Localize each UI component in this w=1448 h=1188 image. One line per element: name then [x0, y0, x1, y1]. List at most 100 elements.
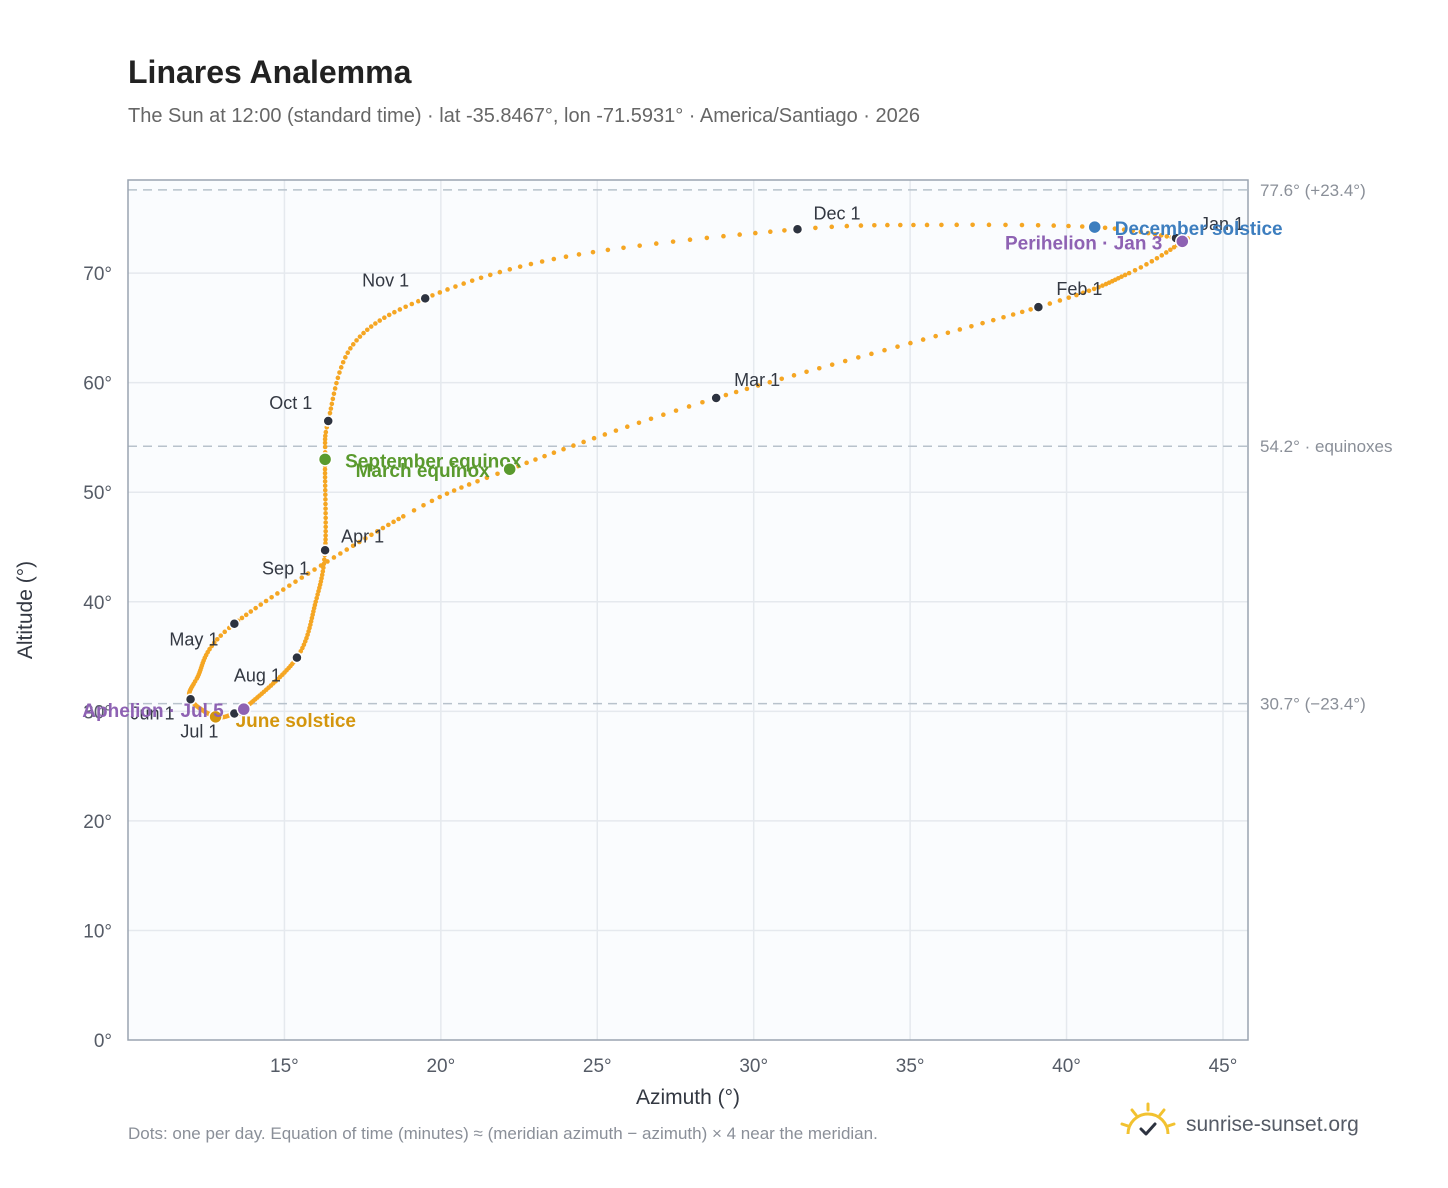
- daily-sun-position: [1168, 247, 1173, 253]
- month-label: Dec 1: [813, 203, 860, 223]
- event-marker: [317, 452, 333, 467]
- daily-sun-position: [478, 275, 484, 281]
- daily-sun-position: [314, 595, 319, 601]
- daily-sun-position: [495, 471, 500, 477]
- month-marker: [710, 392, 722, 404]
- daily-sun-position: [1057, 298, 1063, 303]
- daily-sun-position: [322, 474, 328, 480]
- daily-sun-position: [323, 511, 328, 516]
- daily-sun-position: [323, 537, 328, 542]
- event-label: June solstice: [236, 711, 356, 732]
- daily-sun-position: [340, 359, 346, 365]
- daily-sun-position: [986, 222, 992, 228]
- daily-sun-position: [813, 225, 818, 231]
- daily-sun-position: [1066, 223, 1071, 229]
- month-label: Mar 1: [734, 370, 780, 390]
- daily-sun-position: [911, 222, 916, 228]
- daily-sun-position: [767, 379, 773, 385]
- daily-sun-position: [869, 351, 874, 357]
- daily-sun-position: [322, 437, 328, 442]
- reference-line-label: 54.2° · equinoxes: [1260, 437, 1393, 456]
- daily-sun-position: [945, 330, 951, 336]
- daily-sun-position: [323, 533, 328, 538]
- daily-sun-position: [571, 443, 576, 448]
- daily-sun-position: [939, 222, 944, 228]
- daily-sun-position: [323, 497, 328, 502]
- daily-sun-position: [1152, 231, 1158, 237]
- daily-sun-position: [327, 410, 333, 416]
- daily-sun-position: [445, 287, 450, 292]
- daily-sun-position: [322, 483, 328, 489]
- daily-sun-position: [686, 404, 692, 409]
- daily-sun-position: [648, 416, 654, 422]
- y-tick-label: 50°: [83, 483, 112, 504]
- daily-sun-position: [338, 551, 343, 556]
- daily-sun-position: [621, 245, 626, 251]
- daily-sun-position: [744, 386, 750, 392]
- daily-sun-position: [1145, 230, 1151, 236]
- plot-area: [128, 180, 1248, 1040]
- daily-sun-position: [357, 539, 362, 545]
- daily-sun-position: [591, 435, 597, 441]
- daily-sun-position: [1122, 272, 1128, 278]
- daily-sun-position: [343, 355, 348, 360]
- daily-sun-position: [451, 488, 457, 493]
- daily-sun-position: [804, 369, 809, 375]
- daily-sun-position: [322, 557, 327, 562]
- daily-sun-position: [1003, 222, 1008, 228]
- event-marker: [1175, 234, 1190, 249]
- daily-sun-position: [624, 424, 630, 430]
- daily-sun-position: [551, 256, 557, 262]
- x-tick-label: 30°: [739, 1056, 768, 1077]
- y-tick-label: 70°: [83, 264, 112, 285]
- daily-sun-position: [403, 304, 408, 310]
- daily-sun-position: [305, 571, 311, 576]
- daily-sun-position: [954, 222, 959, 228]
- daily-sun-position: [1132, 268, 1138, 273]
- daily-sun-position: [212, 640, 217, 646]
- daily-sun-position: [258, 602, 264, 607]
- daily-sun-position: [1158, 233, 1164, 238]
- month-label: Feb 1: [1056, 279, 1102, 299]
- daily-sun-position: [466, 482, 472, 487]
- daily-sun-position: [990, 317, 996, 323]
- daily-sun-position: [539, 259, 545, 264]
- daily-sun-position: [1102, 225, 1108, 231]
- daily-sun-position: [1100, 283, 1105, 288]
- daily-sun-position: [293, 579, 298, 584]
- event-marker: [236, 701, 252, 717]
- daily-sun-position: [323, 528, 328, 534]
- daily-sun-position: [1138, 229, 1144, 235]
- daily-sun-position: [561, 446, 566, 452]
- event-label: September equinox: [345, 451, 522, 472]
- daily-sun-position: [475, 478, 480, 484]
- daily-sun-position: [1047, 301, 1053, 306]
- brand[interactable]: sunrise-sunset.org: [1120, 1100, 1359, 1150]
- daily-sun-position: [461, 281, 466, 286]
- daily-sun-position: [497, 269, 503, 275]
- y-tick-label: 0°: [94, 1031, 112, 1052]
- daily-sun-position: [700, 399, 705, 405]
- x-tick-label: 15°: [270, 1056, 299, 1077]
- daily-sun-position: [1130, 228, 1136, 234]
- daily-sun-position: [1086, 288, 1092, 294]
- month-label: Oct 1: [269, 393, 312, 413]
- daily-sun-position: [653, 241, 659, 246]
- daily-sun-position: [661, 412, 666, 418]
- daily-sun-position: [214, 636, 220, 642]
- daily-sun-position: [524, 460, 529, 466]
- daily-sun-position: [898, 222, 903, 228]
- x-tick-label: 35°: [896, 1056, 925, 1077]
- daily-sun-position: [331, 391, 337, 397]
- daily-sun-position: [430, 293, 435, 298]
- y-tick-label: 60°: [83, 374, 112, 395]
- daily-sun-position: [239, 615, 245, 621]
- daily-sun-position: [459, 485, 464, 490]
- daily-sun-position: [323, 541, 328, 546]
- daily-sun-position: [551, 450, 557, 456]
- daily-sun-position: [401, 514, 406, 519]
- daily-sun-position: [328, 406, 334, 411]
- y-tick-label: 30°: [83, 702, 112, 723]
- daily-sun-position: [334, 380, 339, 386]
- daily-sun-position: [380, 525, 386, 531]
